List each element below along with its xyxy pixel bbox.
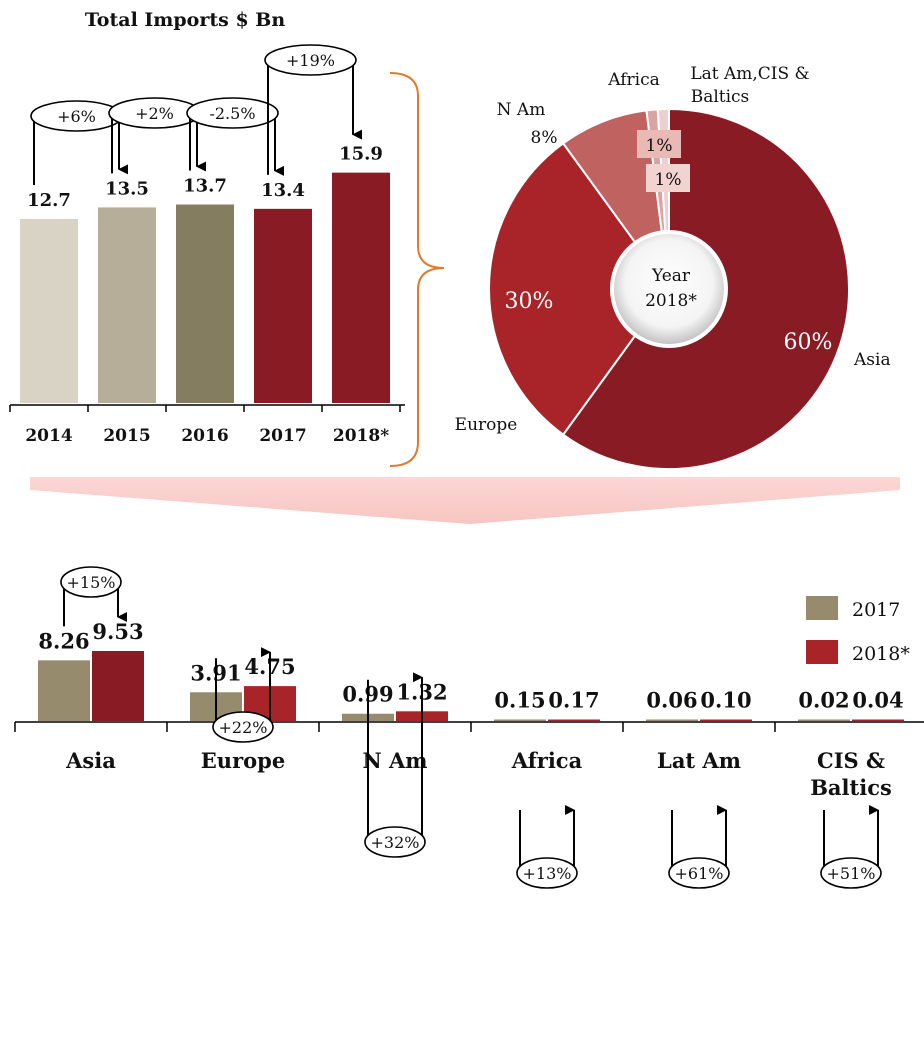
change-indicator: +61% bbox=[668, 805, 730, 889]
change-bubble bbox=[516, 857, 578, 889]
slice-pct-latam: 1% bbox=[655, 170, 682, 190]
donut-slice-europe bbox=[488, 141, 671, 437]
bar-2017 bbox=[254, 208, 312, 403]
donut-hole bbox=[610, 230, 728, 348]
change-label: +61% bbox=[675, 864, 724, 883]
change-indicator: +2% bbox=[108, 97, 206, 174]
change-label: +51% bbox=[827, 864, 876, 883]
bar-2018* bbox=[332, 172, 390, 403]
x-tick-label: 2014 bbox=[25, 426, 72, 446]
x-tick-label: Asia bbox=[65, 748, 116, 773]
legend: 2017 2018* bbox=[806, 596, 910, 665]
x-tick-label: 2018* bbox=[333, 426, 389, 446]
slice-pct-latam-box bbox=[646, 164, 690, 192]
x-tick-label: Africa bbox=[511, 748, 583, 773]
x-tick-label: Baltics bbox=[810, 775, 892, 800]
x-tick-label: N Am bbox=[362, 748, 427, 773]
slice-pct-africa-box bbox=[637, 130, 681, 158]
bar-2017-Lat Am bbox=[646, 719, 698, 721]
x-tick-label: 2016 bbox=[181, 426, 228, 446]
change-label: +15% bbox=[67, 573, 116, 592]
legend-swatch-2018* bbox=[806, 640, 838, 664]
slice-name-nam: N Am bbox=[497, 100, 546, 120]
change-label: +32% bbox=[371, 833, 420, 852]
x-tick-label: Europe bbox=[201, 748, 285, 773]
center-label-line1: Year bbox=[651, 266, 691, 286]
bar-value-label: 0.15 bbox=[494, 688, 545, 713]
bar-value-label: 13.4 bbox=[261, 180, 305, 201]
bar-value-label: 13.7 bbox=[183, 176, 227, 197]
bar-value-label: 8.26 bbox=[38, 628, 89, 653]
legend-swatch-2017 bbox=[806, 596, 838, 620]
brace bbox=[389, 72, 445, 467]
bar-2018*-Africa bbox=[548, 719, 600, 721]
change-bubble bbox=[820, 857, 882, 889]
legend-label: 2018* bbox=[852, 643, 910, 665]
slice-name-latam-line2: Baltics bbox=[691, 87, 750, 107]
change-label: -2.5% bbox=[209, 104, 255, 123]
funnel-band bbox=[30, 477, 900, 524]
legend-label: 2017 bbox=[852, 599, 900, 621]
slice-name-latam-line1: Lat Am,CIS & bbox=[690, 64, 809, 84]
change-label: +2% bbox=[135, 104, 174, 123]
x-tick-label: Lat Am bbox=[657, 748, 741, 773]
change-bubble bbox=[668, 857, 730, 889]
bar-2017-Asia bbox=[38, 660, 90, 721]
bar-2016 bbox=[176, 204, 234, 403]
x-tick-label: CIS & bbox=[817, 748, 885, 773]
change-bubble bbox=[212, 711, 274, 743]
change-indicator: +51% bbox=[820, 805, 882, 889]
bar-value-label: 0.17 bbox=[548, 688, 599, 713]
bar-value-label: 13.5 bbox=[105, 178, 149, 199]
bar-value-label: 0.04 bbox=[852, 688, 903, 713]
change-indicator: +19% bbox=[264, 44, 362, 175]
bar-2017-CIS & Baltics bbox=[798, 719, 850, 721]
change-bubble bbox=[60, 566, 122, 598]
change-bubble bbox=[364, 826, 426, 858]
slice-pct-africa: 1% bbox=[646, 136, 673, 156]
chart-title: Total Imports $ Bn bbox=[85, 9, 285, 31]
bar-2015 bbox=[98, 207, 156, 403]
bar-value-label: 15.9 bbox=[339, 144, 383, 165]
change-indicator: +32% bbox=[364, 672, 426, 858]
slice-pct-nam: 8% bbox=[531, 128, 558, 148]
slice-pct-europe: 30% bbox=[505, 289, 554, 314]
change-indicator: +22% bbox=[212, 647, 274, 743]
x-tick-label: 2015 bbox=[103, 426, 150, 446]
change-label: +6% bbox=[57, 107, 96, 126]
slice-name-africa: Africa bbox=[607, 70, 660, 90]
bar-value-label: 0.10 bbox=[700, 688, 751, 713]
bar-2018*-CIS & Baltics bbox=[852, 719, 904, 721]
bar-2018*-Lat Am bbox=[700, 719, 752, 721]
bar-2018*-Asia bbox=[92, 651, 144, 721]
change-label: +13% bbox=[523, 864, 572, 883]
change-indicator: -2.5% bbox=[186, 97, 284, 176]
share-donut-chart: Year 2018* 60% 30% 1% 1% Asia Europe N A… bbox=[455, 64, 891, 470]
bar-value-label: 0.06 bbox=[646, 688, 697, 713]
bar-value-label: 9.53 bbox=[92, 619, 143, 644]
slice-name-asia: Asia bbox=[853, 350, 891, 370]
change-indicator: +13% bbox=[516, 805, 578, 889]
change-bubble bbox=[264, 44, 357, 76]
slice-name-europe: Europe bbox=[455, 415, 518, 435]
center-label-line2: 2018* bbox=[645, 291, 697, 311]
change-indicator: +15% bbox=[60, 566, 127, 627]
slice-pct-asia: 60% bbox=[784, 330, 833, 355]
x-tick-label: 2017 bbox=[259, 426, 306, 446]
change-label: +19% bbox=[286, 51, 335, 70]
bar-value-label: 12.7 bbox=[27, 190, 71, 211]
bar-value-label: 0.02 bbox=[798, 688, 849, 713]
change-label: +22% bbox=[219, 718, 268, 737]
bar-2017-Africa bbox=[494, 719, 546, 721]
change-bubble bbox=[186, 97, 279, 129]
total-imports-bar-chart: Total Imports $ Bn 12.7 2014 13.5 2015 13.7 2… bbox=[9, 9, 405, 446]
bar-2014 bbox=[20, 219, 78, 403]
